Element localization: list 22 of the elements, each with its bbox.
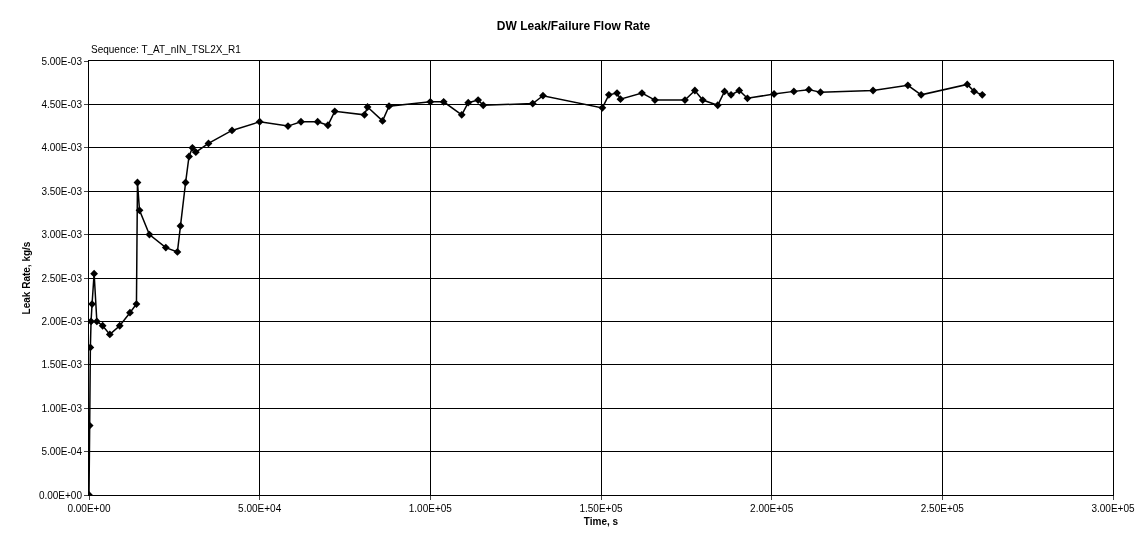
y-tick-label: 1.00E-03 xyxy=(41,402,83,414)
x-tick-label: 5.00E+04 xyxy=(238,503,282,514)
x-tick-label: 1.00E+05 xyxy=(408,503,453,514)
y-tick-label: 4.00E-03 xyxy=(41,142,83,154)
chart-title: DW Leak/Failure Flow Rate xyxy=(496,19,651,34)
y-tick-label: 3.50E-03 xyxy=(41,185,83,197)
x-axis-title: Time, s xyxy=(583,515,619,527)
y-tick-label: 1.50E-03 xyxy=(41,359,83,371)
y-tick-label: 3.00E-03 xyxy=(41,229,83,241)
x-tick-label: 1.50E+05 xyxy=(579,503,623,514)
x-tick-label: 2.00E+05 xyxy=(750,503,794,514)
y-tick-label: 2.00E-03 xyxy=(41,315,83,327)
y-tick-label: 5.00E-03 xyxy=(41,55,83,67)
y-tick-label: 2.50E-03 xyxy=(41,272,83,284)
y-axis-title: Leak Rate, kg/s xyxy=(20,241,32,315)
y-tick-label: 0.00E+00 xyxy=(38,489,83,501)
x-tick-label: 2.50E+05 xyxy=(920,503,965,514)
x-tick-label: 0.00E+00 xyxy=(67,503,111,514)
y-tick-label: 5.00E-04 xyxy=(41,446,83,458)
y-tick-label: 4.50E-03 xyxy=(41,98,83,110)
chart-subtitle: Sequence: T_AT_nIN_TSL2X_R1 xyxy=(91,44,242,55)
x-tick-label: 3.00E+05 xyxy=(1091,503,1135,514)
